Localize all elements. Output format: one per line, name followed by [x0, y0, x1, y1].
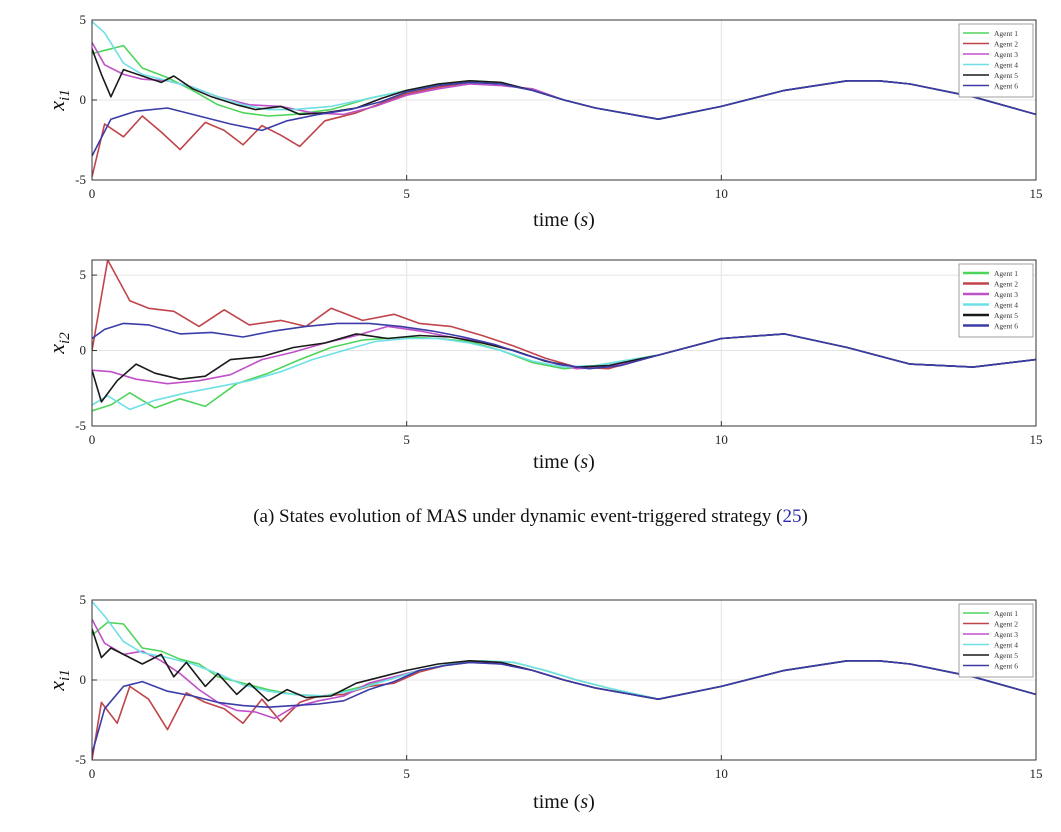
legend-label: Agent 4	[994, 61, 1018, 70]
series-line-agent-2	[92, 260, 1036, 370]
legend-label: Agent 5	[994, 651, 1018, 660]
y-tick-label: 5	[80, 592, 87, 607]
x-axis-label-close: )	[588, 791, 595, 813]
legend-label: Agent 6	[994, 662, 1018, 671]
caption-a: (a) States evolution of MAS under dynami…	[0, 506, 1061, 528]
axes-frame	[91, 259, 1037, 427]
y-axis-label-var: x	[44, 101, 69, 112]
legend-label: Agent 2	[994, 620, 1018, 629]
y-axis-label-var: x	[44, 681, 69, 692]
legend-label: Agent 3	[994, 290, 1018, 299]
y-tick-label: 0	[80, 672, 87, 687]
x-tick-label: 15	[1030, 766, 1043, 781]
x-axis-label: time (s)	[533, 791, 595, 813]
y-tick-label: 0	[80, 92, 87, 107]
y-axis-label-sub: i1	[57, 669, 73, 681]
legend-label: Agent 2	[994, 280, 1018, 289]
x-tick-label: 0	[89, 766, 96, 781]
legend-label: Agent 2	[994, 40, 1018, 49]
legend-label: Agent 4	[994, 301, 1018, 310]
series-line-agent-5	[92, 628, 1036, 702]
x-tick-label: 5	[403, 766, 410, 781]
legend-label: Agent 4	[994, 641, 1018, 650]
series-line-agent-2	[92, 80, 1036, 177]
legend-label: Agent 3	[994, 630, 1018, 639]
y-axis-label-sub: i2	[57, 332, 73, 344]
x-tick-label: 10	[715, 766, 728, 781]
caption-a-ref-link[interactable]: 25	[782, 506, 802, 527]
legend-label: Agent 6	[994, 322, 1018, 331]
x-tick-label: 5	[403, 432, 410, 447]
series-line-agent-1	[92, 621, 1036, 700]
x-axis-label-close: )	[588, 451, 595, 473]
x-tick-label: 15	[1030, 186, 1043, 201]
y-tick-label: -5	[75, 418, 86, 433]
y-tick-label: 5	[80, 267, 87, 282]
y-tick-label: 0	[80, 343, 87, 358]
series-line-agent-6	[92, 80, 1036, 157]
x-tick-label: 5	[403, 186, 410, 201]
x-tick-label: 0	[89, 186, 96, 201]
series-line-agent-6	[92, 322, 1036, 370]
legend-label: Agent 6	[994, 82, 1018, 91]
x-axis-label: time (s)	[533, 451, 595, 473]
legend-label: Agent 1	[994, 29, 1018, 38]
legend-label: Agent 5	[994, 71, 1018, 80]
legend-label: Agent 1	[994, 269, 1018, 278]
y-axis-label: xi1	[44, 89, 73, 111]
x-axis-label-text: time (	[533, 209, 581, 231]
series-line-agent-3	[92, 42, 1036, 120]
legend-label: Agent 1	[994, 609, 1018, 618]
y-axis-label-sub: i1	[57, 89, 73, 101]
x-tick-label: 10	[715, 186, 728, 201]
x-axis-label: time (s)	[533, 209, 595, 231]
y-tick-label: 5	[80, 12, 87, 27]
caption-a-text: (a) States evolution of MAS under dynami…	[253, 506, 783, 527]
x-axis-label-var: s	[580, 209, 588, 231]
x-axis-label-var: s	[580, 791, 588, 813]
y-axis-label: xi1	[44, 669, 73, 691]
x-axis-label-text: time (	[533, 791, 581, 813]
y-tick-label: -5	[75, 752, 86, 767]
x-tick-label: 0	[89, 432, 96, 447]
series-group	[92, 260, 1036, 412]
x-tick-label: 15	[1030, 432, 1043, 447]
series-line-agent-4	[92, 601, 1036, 700]
caption-a-close: )	[801, 506, 808, 527]
series-group	[92, 601, 1036, 760]
series-group	[92, 21, 1036, 177]
series-line-agent-6	[92, 660, 1036, 754]
series-line-agent-5	[92, 48, 1036, 120]
y-axis-label-var: x	[44, 344, 69, 355]
legend-label: Agent 5	[994, 311, 1018, 320]
x-axis-label-close: )	[588, 209, 595, 231]
y-tick-label: -5	[75, 172, 86, 187]
x-tick-label: 10	[715, 432, 728, 447]
y-axis-label: xi2	[44, 332, 73, 355]
legend-label: Agent 3	[994, 50, 1018, 59]
series-line-agent-3	[92, 618, 1036, 720]
x-axis-label-text: time (	[533, 451, 581, 473]
x-axis-label-var: s	[580, 451, 588, 473]
series-line-agent-4	[92, 333, 1036, 411]
